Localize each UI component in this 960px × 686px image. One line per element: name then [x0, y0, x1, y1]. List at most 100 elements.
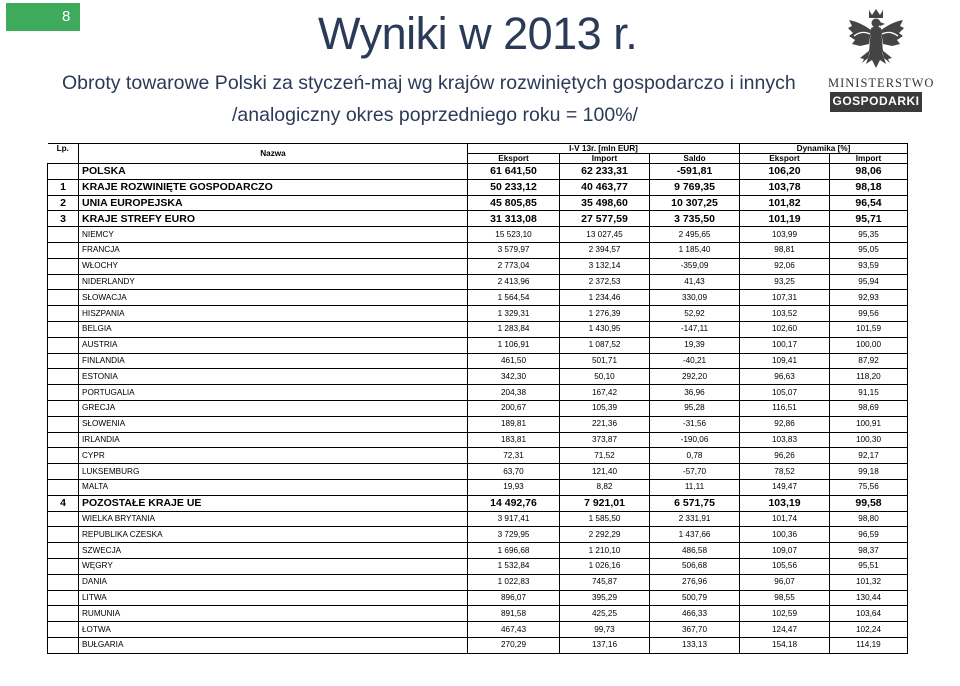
- row-lp: [47, 368, 79, 386]
- cell-dyn-import: 96,59: [829, 526, 909, 544]
- row-name: REPUBLIKA CZESKA: [78, 526, 468, 544]
- row-lp: [47, 447, 79, 465]
- header-dyn-export: Eksport: [739, 153, 831, 164]
- page-title: Wyniki w 2013 r.: [318, 8, 638, 59]
- table-row: POLSKA 61 641,50 62 233,31 -591,81 106,20 98,…: [47, 163, 909, 180]
- header-dyn-import: Import: [829, 153, 909, 164]
- cell-import: 62 233,31: [559, 163, 650, 180]
- table-row: NIDERLANDY 2 413,96 2 372,53 41,43 93,25 95,9…: [47, 273, 909, 291]
- cell-dyn-export: 92,06: [739, 257, 831, 275]
- row-lp: 1: [47, 178, 79, 196]
- cell-export: 204,38: [467, 384, 560, 401]
- table-row: WŁOCHY 2 773,04 3 132,14 -359,09 92,06 93,59: [47, 257, 909, 275]
- cell-import: 1 210,10: [559, 542, 650, 559]
- row-lp: 4: [47, 494, 79, 512]
- cell-import: 99,73: [559, 621, 650, 638]
- table-row: HISZPANIA 1 329,31 1 276,39 52,92 103,52 99,5…: [47, 305, 909, 322]
- table-row: 3 KRAJE STREFY EURO 31 313,08 27 577,59 3 73…: [47, 210, 909, 228]
- cell-saldo: 11,11: [648, 478, 741, 496]
- row-lp: [47, 557, 79, 575]
- cell-dyn-import: 99,18: [829, 463, 909, 480]
- row-lp: [47, 289, 79, 307]
- table-row: FRANCJA 3 579,97 2 394,57 1 185,40 98,81 95,0…: [47, 241, 909, 259]
- row-name: MALTA: [78, 478, 468, 496]
- cell-dyn-import: 93,59: [829, 257, 909, 275]
- cell-import: 1 234,46: [559, 289, 650, 307]
- row-lp: [47, 163, 79, 180]
- cell-dyn-export: 103,99: [739, 226, 831, 243]
- cell-dyn-import: 118,20: [829, 368, 909, 386]
- cell-dyn-export: 103,19: [739, 494, 831, 512]
- cell-export: 2 413,96: [467, 273, 560, 291]
- cell-dyn-export: 109,41: [739, 352, 831, 370]
- cell-export: 461,50: [467, 352, 560, 370]
- cell-dyn-export: 92,86: [739, 415, 831, 433]
- cell-saldo: 2 495,65: [648, 226, 741, 243]
- row-name: NIDERLANDY: [78, 273, 468, 291]
- page-number-badge: 8: [6, 3, 80, 31]
- table-row: 2 UNIA EUROPEJSKA 45 805,85 35 498,60 10 307…: [47, 194, 909, 212]
- header-lp: Lp.: [47, 143, 79, 164]
- cell-import: 2 394,57: [559, 241, 650, 259]
- row-lp: [47, 384, 79, 401]
- cell-import: 745,87: [559, 573, 650, 591]
- cell-dyn-export: 103,83: [739, 431, 831, 449]
- cell-saldo: 3 735,50: [648, 210, 741, 228]
- table-row: BUŁGARIA 270,29 137,16 133,13 154,18 114,19: [47, 636, 909, 654]
- cell-saldo: 0,78: [648, 447, 741, 465]
- cell-import: 13 027,45: [559, 226, 650, 243]
- row-lp: [47, 463, 79, 480]
- cell-saldo: 466,33: [648, 605, 741, 623]
- row-lp: [47, 352, 79, 370]
- cell-export: 2 773,04: [467, 257, 560, 275]
- cell-dyn-import: 101,32: [829, 573, 909, 591]
- cell-export: 896,07: [467, 589, 560, 607]
- cell-export: 3 917,41: [467, 510, 560, 528]
- table-row: SZWECJA 1 696,68 1 210,10 486,58 109,07 98,37: [47, 542, 909, 559]
- table-header-row-2: Eksport Import Saldo Eksport Import: [48, 153, 909, 164]
- table-row: MALTA 19,93 8,82 11,11 149,47 75,56: [47, 478, 909, 496]
- row-name: SŁOWENIA: [78, 415, 468, 433]
- cell-dyn-export: 109,07: [739, 542, 831, 559]
- trade-table: Lp. Nazwa I-V 13r. [mln EUR] Dynamika [%…: [47, 143, 909, 654]
- cell-import: 1 276,39: [559, 305, 650, 322]
- cell-dyn-import: 95,35: [829, 226, 909, 243]
- table-row: WIELKA BRYTANIA 3 917,41 1 585,50 2 331,91 1…: [47, 510, 909, 528]
- cell-saldo: 1 185,40: [648, 241, 741, 259]
- cell-dyn-import: 98,18: [829, 178, 909, 196]
- row-name: ESTONIA: [78, 368, 468, 386]
- cell-export: 63,70: [467, 463, 560, 480]
- cell-import: 1 087,52: [559, 336, 650, 354]
- cell-import: 395,29: [559, 589, 650, 607]
- cell-saldo: -31,56: [648, 415, 741, 433]
- cell-dyn-import: 100,00: [829, 336, 909, 354]
- cell-import: 35 498,60: [559, 194, 650, 212]
- cell-dyn-import: 102,24: [829, 621, 909, 638]
- cell-import: 50,10: [559, 368, 650, 386]
- cell-export: 15 523,10: [467, 226, 560, 243]
- cell-import: 121,40: [559, 463, 650, 480]
- cell-saldo: 292,20: [648, 368, 741, 386]
- cell-dyn-export: 96,63: [739, 368, 831, 386]
- cell-saldo: 330,09: [648, 289, 741, 307]
- row-name: WĘGRY: [78, 557, 468, 575]
- cell-saldo: 133,13: [648, 636, 741, 654]
- cell-dyn-export: 103,78: [739, 178, 831, 196]
- cell-dyn-import: 91,15: [829, 384, 909, 401]
- cell-dyn-export: 124,47: [739, 621, 831, 638]
- cell-dyn-export: 96,07: [739, 573, 831, 591]
- row-lp: 3: [47, 210, 79, 228]
- header-group-dynamics: Dynamika [%]: [739, 143, 909, 154]
- cell-dyn-export: 105,56: [739, 557, 831, 575]
- row-lp: [47, 336, 79, 354]
- cell-dyn-import: 95,94: [829, 273, 909, 291]
- cell-dyn-export: 96,26: [739, 447, 831, 465]
- cell-export: 342,30: [467, 368, 560, 386]
- cell-dyn-export: 101,74: [739, 510, 831, 528]
- page-subtitle-line2: /analogiczny okres poprzedniego roku = 1…: [232, 104, 638, 126]
- cell-export: 1 022,83: [467, 573, 560, 591]
- cell-import: 1 026,16: [559, 557, 650, 575]
- cell-saldo: 36,96: [648, 384, 741, 401]
- cell-import: 7 921,01: [559, 494, 650, 512]
- cell-export: 270,29: [467, 636, 560, 654]
